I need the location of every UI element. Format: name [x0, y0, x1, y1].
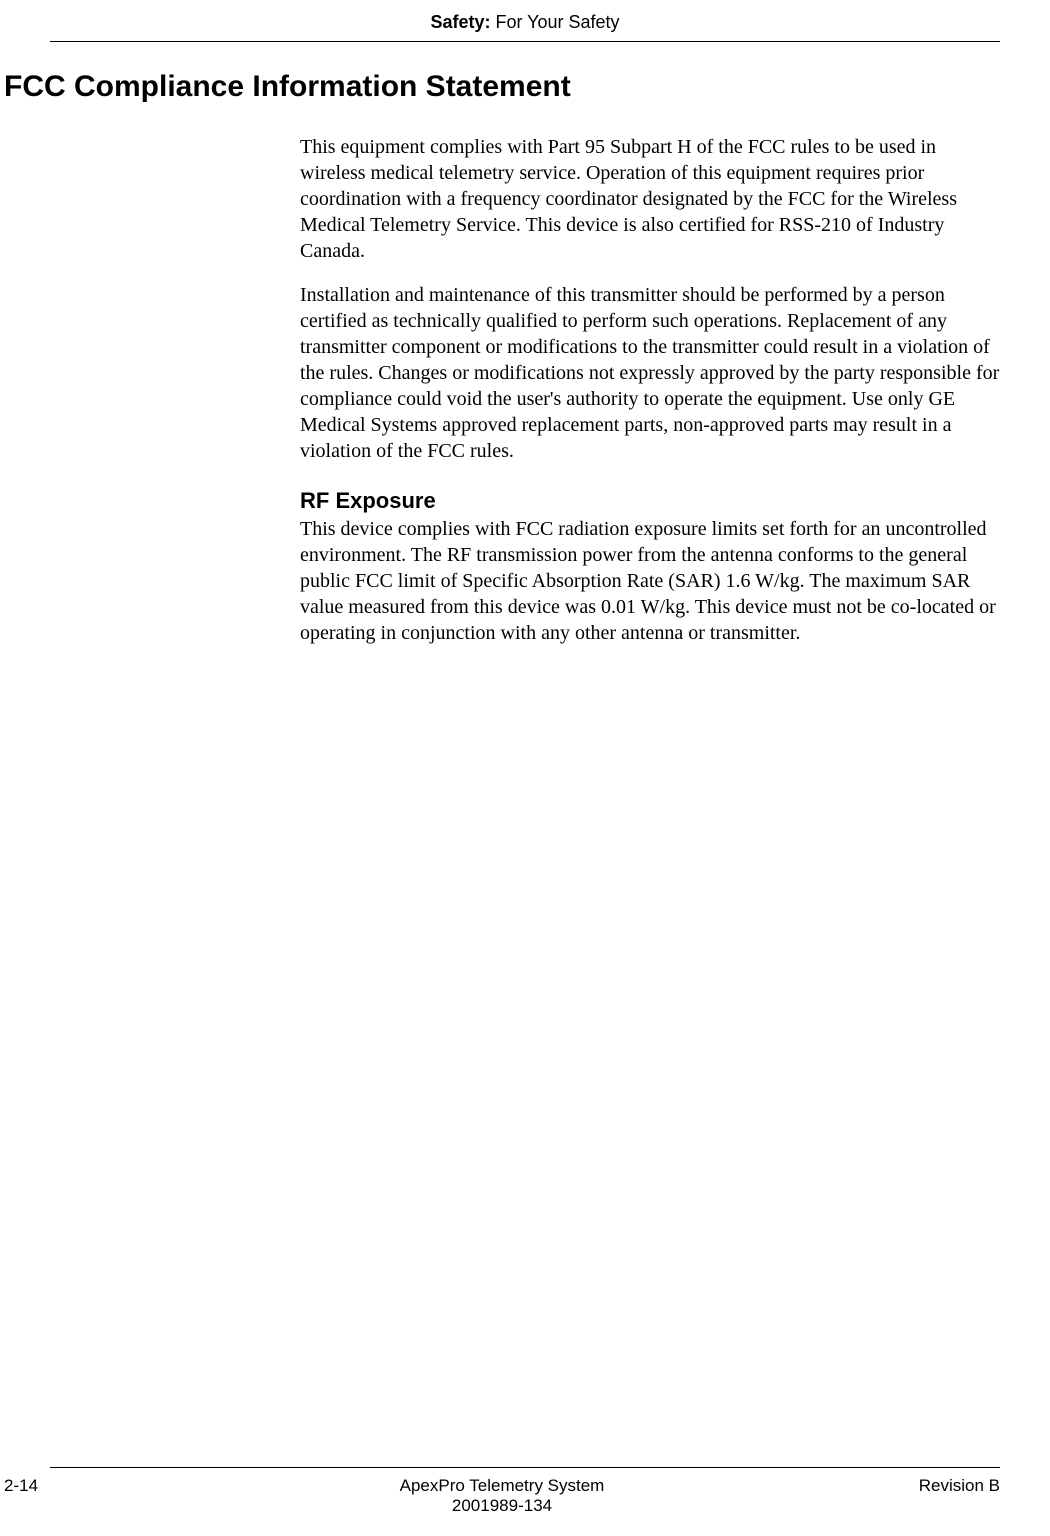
- header-section-label: Safety:: [430, 12, 490, 32]
- sub-heading: RF Exposure: [300, 488, 1000, 514]
- footer-rule: [50, 1467, 1000, 1468]
- footer-row: 2-14 ApexPro Telemetry System 2001989-13…: [0, 1476, 1050, 1516]
- page-header: Safety: For Your Safety: [50, 0, 1000, 42]
- footer-page-number: 2-14: [4, 1476, 336, 1496]
- footer-doc-title: ApexPro Telemetry System: [336, 1476, 668, 1496]
- footer-doc-number: 2001989-134: [336, 1496, 668, 1516]
- body-content: This equipment complies with Part 95 Sub…: [300, 134, 1000, 646]
- header-section-title: For Your Safety: [495, 12, 619, 32]
- header-text: Safety: For Your Safety: [430, 12, 619, 32]
- paragraph-2: Installation and maintenance of this tra…: [300, 282, 1000, 464]
- footer-revision: Revision B: [668, 1476, 1000, 1496]
- footer-center: ApexPro Telemetry System 2001989-134: [336, 1476, 668, 1516]
- page-footer: 2-14 ApexPro Telemetry System 2001989-13…: [0, 1467, 1050, 1516]
- main-heading: FCC Compliance Information Statement: [4, 70, 1050, 104]
- paragraph-1: This equipment complies with Part 95 Sub…: [300, 134, 1000, 264]
- paragraph-3: This device complies with FCC radiation …: [300, 516, 1000, 646]
